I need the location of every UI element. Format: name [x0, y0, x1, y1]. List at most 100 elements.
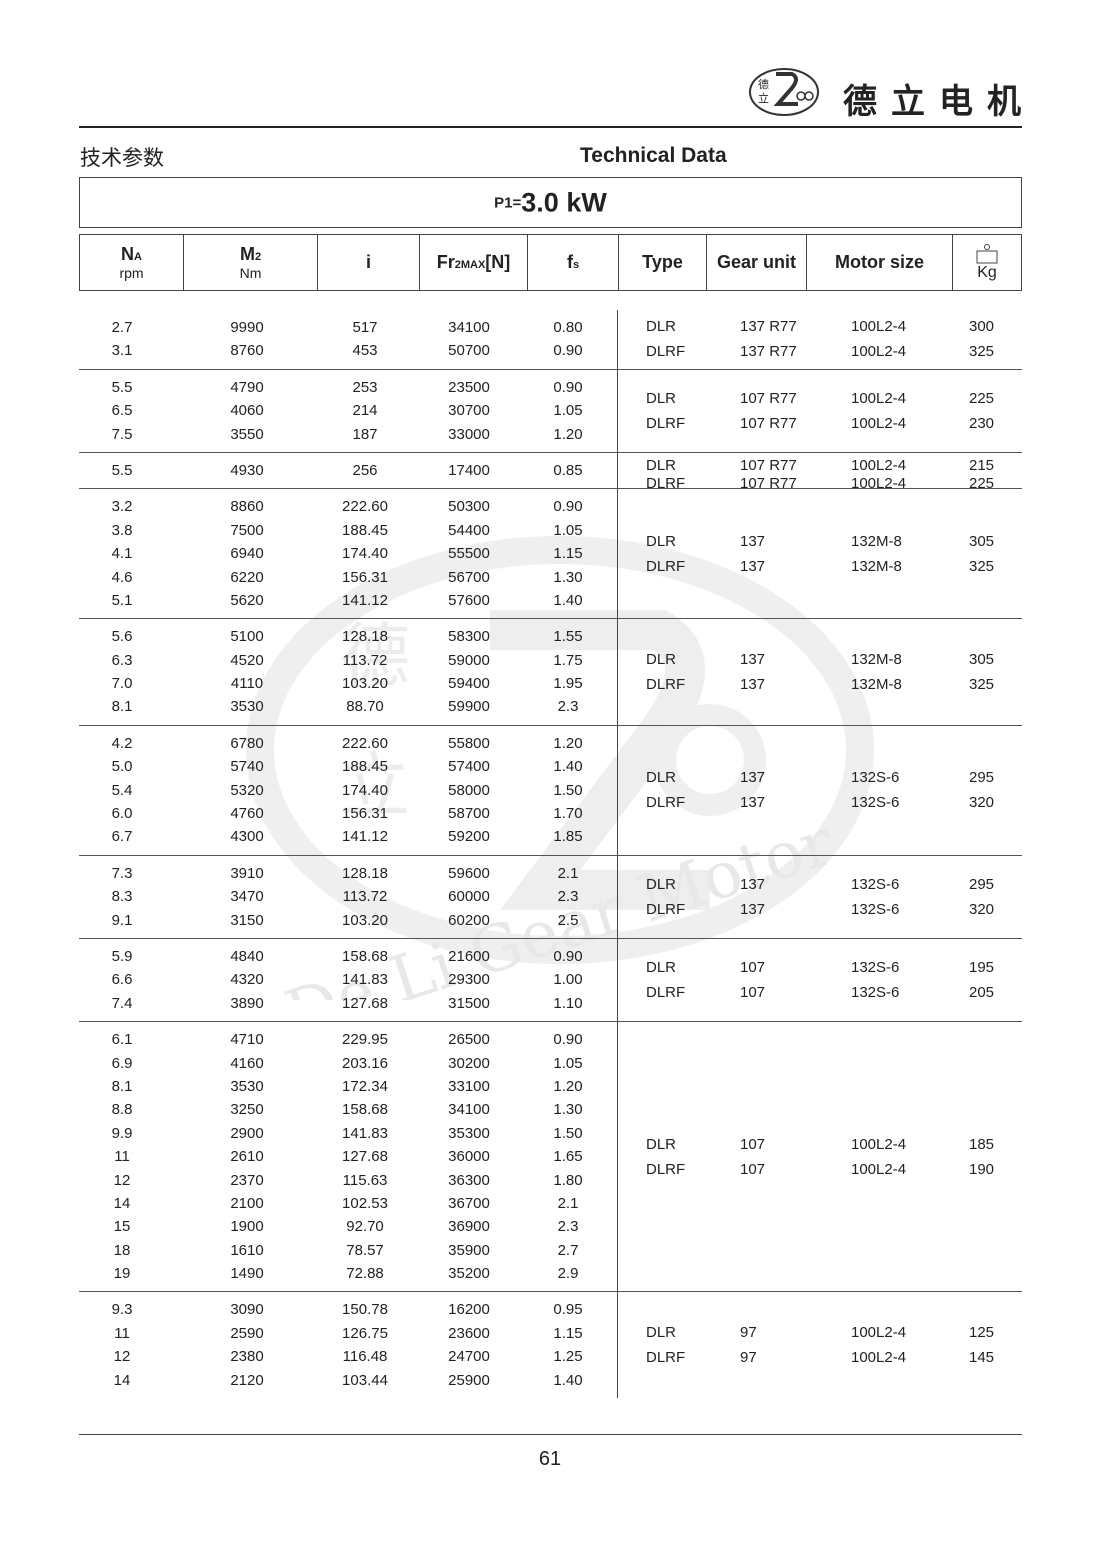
cell-gear-unit: 137: [740, 794, 766, 812]
model-row: DLRF 137 132S-6 320: [617, 790, 1022, 815]
table-row: 2.7 9990 517 34100 0.80: [79, 316, 1022, 339]
fr-suffix: [N]: [485, 252, 511, 272]
column-divider: [617, 1292, 618, 1399]
cell-weight: 125: [969, 1324, 995, 1342]
table-row: 14 2120 103.44 25900 1.40: [79, 1369, 1022, 1392]
cell-radial-force: 35300: [448, 1124, 490, 1142]
cell-gear-unit: 97: [740, 1324, 757, 1342]
table-body: 2.7 9990 517 34100 0.80 3.1 8760 453 50700 0.90 DL…: [79, 310, 1022, 1399]
table-group: 7.3 3910 128.18 59600 2.1 8.3 3470 113.72 60000 2…: [79, 855, 1022, 939]
spec-rows: 2.7 9990 517 34100 0.80 3.1 8760 453 50700 0.90: [79, 310, 1022, 369]
cell-motor-size: 100L2-4: [851, 389, 907, 407]
fr-subscript: 2MAX: [454, 259, 486, 271]
cell-service-factor: 1.95: [553, 675, 583, 693]
table-row: 3.1 8760 453 50700 0.90: [79, 339, 1022, 362]
table-group: 3.2 8860 222.60 50300 0.90 3.8 7500 188.45 54400…: [79, 489, 1022, 620]
header-weight: Kg: [953, 235, 1021, 290]
cell-gear-unit: 137: [740, 532, 766, 550]
cell-speed: 7.0: [111, 675, 133, 693]
cell-ratio: 128.18: [342, 628, 388, 646]
cell-radial-force: 58000: [448, 781, 490, 799]
spec-rows: 7.3 3910 128.18 59600 2.1 8.3 3470 113.72 60000 2…: [79, 856, 1022, 938]
model-row: DLRF 137 132M-8 325: [617, 672, 1022, 697]
cell-motor-size: 100L2-4: [851, 414, 907, 432]
cell-ratio: 214: [352, 402, 378, 420]
cell-torque: 3530: [230, 698, 264, 716]
cell-ratio: 127.68: [342, 994, 388, 1012]
cell-ratio: 253: [352, 378, 378, 396]
table-group: 5.9 4840 158.68 21600 0.90 6.6 4320 141.83 29300…: [79, 938, 1022, 1023]
cell-ratio: 203.16: [342, 1054, 388, 1072]
cell-radial-force: 57400: [448, 758, 490, 776]
table-row: 7.3 3910 128.18 59600 2.1: [79, 862, 1022, 885]
cell-torque: 1490: [230, 1265, 264, 1283]
cell-service-factor: 1.50: [553, 781, 583, 799]
cell-speed: 8.3: [111, 888, 133, 906]
table-row: 6.5 4060 214 30700 1.05: [79, 399, 1022, 422]
cell-radial-force: 35900: [448, 1241, 490, 1259]
cell-radial-force: 36900: [448, 1218, 490, 1236]
cell-motor-size: 100L2-4: [851, 456, 907, 474]
table-row: 5.6 5100 128.18 58300 1.55: [79, 625, 1022, 648]
spec-rows: 6.1 4710 229.95 26500 0.90 6.9 4160 203.16 30200…: [79, 1022, 1022, 1291]
column-divider: [617, 619, 618, 725]
cell-speed: 5.5: [111, 378, 133, 396]
cell-radial-force: 57600: [448, 591, 490, 609]
cell-speed: 4.1: [111, 545, 133, 563]
cell-speed: 9.1: [111, 911, 133, 929]
cell-ratio: 141.12: [342, 828, 388, 846]
cell-radial-force: 36000: [448, 1148, 490, 1166]
column-divider: [617, 452, 618, 489]
model-row: DLRF 137 R77 100L2-4 325: [617, 339, 1022, 364]
cell-speed: 14: [113, 1371, 131, 1389]
cell-ratio: 141.83: [342, 1124, 388, 1142]
cell-radial-force: 29300: [448, 971, 490, 989]
brand-name: 德立电机: [843, 82, 1035, 122]
cell-torque: 3090: [230, 1301, 264, 1319]
cell-torque: 1900: [230, 1218, 264, 1236]
model-rows: DLR 97 100L2-4 125 DLRF 97 100L2-4 145: [617, 1292, 1022, 1398]
table-group: 4.2 6780 222.60 55800 1.20 5.0 5740 188.45 57400…: [79, 725, 1022, 856]
table-row: 6.1 4710 229.95 26500 0.90: [79, 1028, 1022, 1051]
model-row: DLR 97 100L2-4 125: [617, 1320, 1022, 1345]
cell-torque: 4760: [230, 805, 264, 823]
cell-weight: 225: [969, 389, 995, 407]
cell-motor-size: 132S-6: [851, 959, 900, 977]
cell-weight: 325: [969, 676, 995, 694]
cell-radial-force: 35200: [448, 1265, 490, 1283]
cell-radial-force: 36700: [448, 1194, 490, 1212]
cell-gear-unit: 137: [740, 676, 766, 694]
cell-radial-force: 59600: [448, 864, 490, 882]
spec-rows: 4.2 6780 222.60 55800 1.20 5.0 5740 188.45 57400…: [79, 726, 1022, 855]
power-label: P1=: [494, 194, 522, 212]
cell-ratio: 116.48: [342, 1348, 388, 1366]
cell-torque: 5740: [230, 758, 264, 776]
spec-rows: 5.6 5100 128.18 58300 1.55 6.3 4520 113.72 59000…: [79, 619, 1022, 725]
cell-weight: 295: [969, 769, 995, 787]
table-row: 5.4 5320 174.40 58000 1.50: [79, 779, 1022, 802]
cell-type: DLR: [646, 456, 677, 474]
table-row: 19 1490 72.88 35200 2.9: [79, 1262, 1022, 1285]
cell-radial-force: 33000: [448, 425, 490, 443]
table-row: 5.9 4840 158.68 21600 0.90: [79, 945, 1022, 968]
fr-label: Fr: [436, 252, 455, 272]
cell-torque: 4160: [230, 1054, 264, 1072]
cell-service-factor: 1.75: [553, 651, 583, 669]
cell-service-factor: 1.20: [553, 734, 583, 752]
table-row: 7.5 3550 187 33000 1.20: [79, 423, 1022, 446]
cell-service-factor: 1.25: [553, 1348, 583, 1366]
cell-torque: 3470: [230, 888, 264, 906]
column-divider: [617, 489, 618, 619]
cell-ratio: 158.68: [342, 947, 388, 965]
cell-radial-force: 24700: [448, 1348, 490, 1366]
cell-radial-force: 17400: [448, 461, 490, 479]
cell-ratio: 222.60: [342, 734, 388, 752]
cell-motor-size: 100L2-4: [851, 1135, 907, 1153]
power-value: 3.0 kW: [521, 187, 607, 218]
cell-ratio: 256: [352, 461, 378, 479]
cell-radial-force: 34100: [448, 319, 490, 336]
cell-service-factor: 1.15: [553, 1324, 583, 1342]
cell-service-factor: 1.05: [553, 521, 583, 539]
cell-ratio: 156.31: [342, 568, 388, 586]
weight-unit: Kg: [977, 263, 997, 281]
